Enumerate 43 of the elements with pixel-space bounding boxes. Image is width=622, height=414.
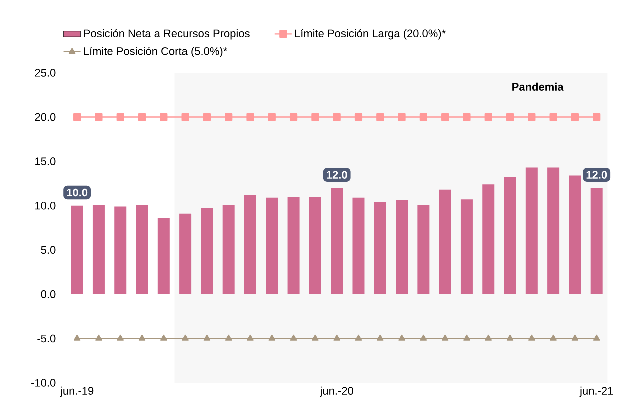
legend-label: Posición Neta a Recursos Propios [84, 29, 250, 40]
bar [548, 168, 560, 294]
x-tick-label: jun.-19 [60, 386, 94, 398]
y-tick-label: 25.0 [35, 69, 56, 77]
x-tick-label: jun.-21 [580, 386, 614, 398]
bar [374, 202, 386, 294]
bar [288, 197, 300, 294]
bar [201, 208, 214, 294]
bar [180, 214, 192, 294]
y-tick-label: 20.0 [35, 113, 56, 122]
legend-label: Límite Posición Corta (5.0%)* [84, 47, 228, 58]
bar [331, 188, 344, 294]
x-tick-label: jun.-20 [320, 386, 354, 398]
legend-label: Límite Posición Larga (20.0%)* [295, 29, 446, 40]
bar [439, 190, 452, 294]
y-tick-label: 10.0 [36, 202, 56, 210]
y-tick-label: -5.0 [38, 334, 56, 343]
bar [396, 200, 408, 294]
bar [71, 206, 84, 294]
bar [352, 198, 365, 294]
y-tick-label: 15.0 [36, 158, 56, 166]
bar [114, 206, 127, 294]
bar [92, 204, 105, 294]
data-label: 10.0 [67, 188, 88, 197]
y-tick-label: 5.0 [41, 246, 56, 254]
bar [504, 178, 516, 294]
y-tick-label: -10.0 [32, 379, 56, 387]
data-label: 12.0 [586, 171, 608, 179]
bar [569, 176, 582, 294]
bar [526, 168, 538, 294]
annotation: Pandemia [512, 82, 564, 91]
data-label: 12.0 [327, 171, 348, 179]
bar [460, 200, 473, 294]
bar [244, 195, 256, 294]
bar [590, 188, 603, 294]
bar [266, 198, 278, 294]
bar [482, 184, 495, 294]
bar [418, 204, 430, 294]
bar [158, 218, 170, 294]
bar [309, 197, 322, 294]
bar [222, 204, 235, 294]
bar [136, 204, 148, 294]
y-tick-label: 0.0 [41, 290, 56, 298]
